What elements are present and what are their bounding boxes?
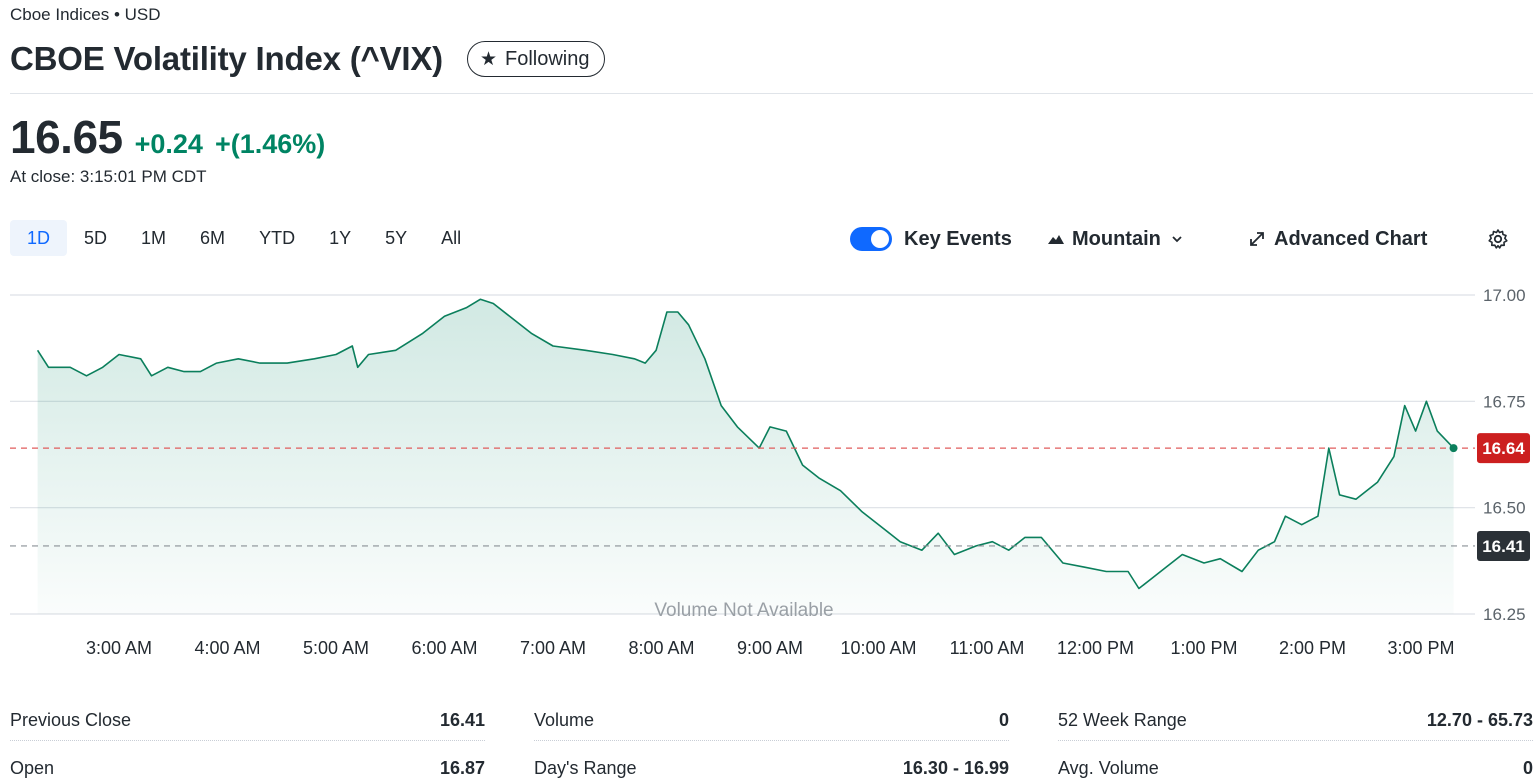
x-tick-label: 2:00 PM (1279, 638, 1346, 658)
expand-icon (1250, 232, 1264, 246)
chart-type-label: Mountain (1072, 227, 1161, 250)
stat-label: Previous Close (10, 710, 132, 730)
x-tick-label: 10:00 AM (840, 638, 916, 658)
exchange-info: Cboe Indices • USD (10, 5, 161, 24)
range-tab-1y[interactable]: 1Y (329, 227, 352, 248)
y-tick-label: 17.00 (1483, 286, 1526, 305)
advanced-chart-link[interactable]: Advanced Chart (1248, 222, 1427, 256)
stat-value: 0 (998, 710, 1009, 730)
x-tick-label: 1:00 PM (1170, 638, 1237, 658)
stat-52-week-range: 52 Week Range 12.70 - 65.73 (1058, 701, 1533, 741)
x-tick-label: 7:00 AM (520, 638, 586, 658)
y-tick-label: 16.50 (1483, 499, 1526, 518)
stat-label: 52 Week Range (1058, 710, 1187, 730)
range-tab-6m[interactable]: 6M (200, 227, 226, 248)
price-chart-svg: 17.00 16.75 16.50 16.25 16.64 16.41 3:00 AM 4:0… (10, 286, 1530, 658)
y-tick-label: 16.75 (1483, 392, 1526, 411)
header-divider (10, 93, 1533, 94)
stat-label: Volume (534, 710, 595, 730)
stat-value: 16.30 - 16.99 (902, 758, 1009, 778)
stat-value: 12.70 - 65.73 (1426, 710, 1533, 730)
toggle-knob (871, 230, 889, 248)
current-price-badge (1477, 433, 1530, 464)
x-tick-label: 3:00 PM (1387, 638, 1454, 658)
stat-label: Avg. Volume (1058, 758, 1159, 778)
last-price-dot (1449, 444, 1458, 453)
stat-days-range: Day's Range 16.30 - 16.99 (534, 749, 1009, 784)
x-tick-label: 8:00 AM (628, 638, 694, 658)
price-change-percent: +(1.46%) (214, 129, 326, 159)
x-tick-label: 9:00 AM (737, 638, 803, 658)
range-tab-1d[interactable]: 1D (10, 220, 68, 256)
quote-row: 16.65 +0.24 +(1.46%) (10, 110, 325, 164)
chevron-down-icon (1172, 236, 1182, 243)
range-tab-5d[interactable]: 5D (84, 227, 108, 248)
advanced-chart-label: Advanced Chart (1274, 227, 1428, 250)
stat-previous-close: Previous Close 16.41 (10, 701, 485, 741)
current-price-badge-label: 16.64 (1482, 439, 1525, 458)
star-icon: ★ (479, 48, 498, 70)
price-change: +0.24 (134, 129, 203, 159)
key-events-control: Key Events (850, 222, 1012, 256)
stat-label: Open (10, 758, 55, 778)
x-tick-label: 3:00 AM (86, 638, 152, 658)
close-time: At close: 3:15:01 PM CDT (10, 167, 207, 186)
title-row: CBOE Volatility Index (^VIX) ★ Following (10, 40, 605, 78)
stat-value: 16.41 (439, 710, 485, 730)
range-tab-5y[interactable]: 5Y (385, 227, 408, 248)
stat-open: Open 16.87 (10, 749, 485, 784)
key-events-toggle[interactable] (850, 227, 892, 251)
x-tick-label: 12:00 PM (1057, 638, 1134, 658)
y-tick-label: 16.25 (1483, 605, 1526, 624)
mountain-icon (1048, 235, 1064, 244)
chart-settings-button[interactable] (1487, 222, 1509, 256)
price-chart[interactable]: 17.00 16.75 16.50 16.25 16.64 16.41 3:00 AM 4:0… (0, 270, 1539, 670)
previous-close-badge-label: 16.41 (1482, 537, 1525, 556)
x-tick-label: 6:00 AM (411, 638, 477, 658)
chart-type-dropdown[interactable]: Mountain (1046, 222, 1185, 256)
following-button[interactable]: ★ Following (466, 41, 605, 77)
stat-value: 16.87 (439, 758, 485, 778)
stat-volume: Volume 0 (534, 701, 1009, 741)
page-title: CBOE Volatility Index (^VIX) (10, 40, 443, 77)
range-tab-ytd[interactable]: YTD (259, 227, 296, 248)
x-tick-label: 11:00 AM (950, 638, 1025, 658)
key-events-label: Key Events (904, 227, 1012, 250)
x-tick-label: 5:00 AM (303, 638, 369, 658)
price-line (36, 298, 1455, 590)
following-label: Following (505, 47, 590, 70)
previous-close-badge (1477, 530, 1530, 561)
current-price: 16.65 (10, 111, 123, 163)
volume-not-available-label: Volume Not Available (654, 600, 833, 621)
range-tab-1m[interactable]: 1M (141, 227, 167, 248)
x-tick-label: 4:00 AM (194, 638, 260, 658)
stat-avg-volume: Avg. Volume 0 (1058, 749, 1533, 784)
range-tab-all[interactable]: All (441, 227, 462, 248)
range-tabs: 1D 5D 1M 6M YTD 1Y 5Y All (10, 220, 478, 256)
gear-icon (1488, 229, 1508, 249)
stat-label: Day's Range (534, 758, 637, 778)
price-area (37, 299, 1454, 614)
stat-value: 0 (1522, 758, 1533, 778)
